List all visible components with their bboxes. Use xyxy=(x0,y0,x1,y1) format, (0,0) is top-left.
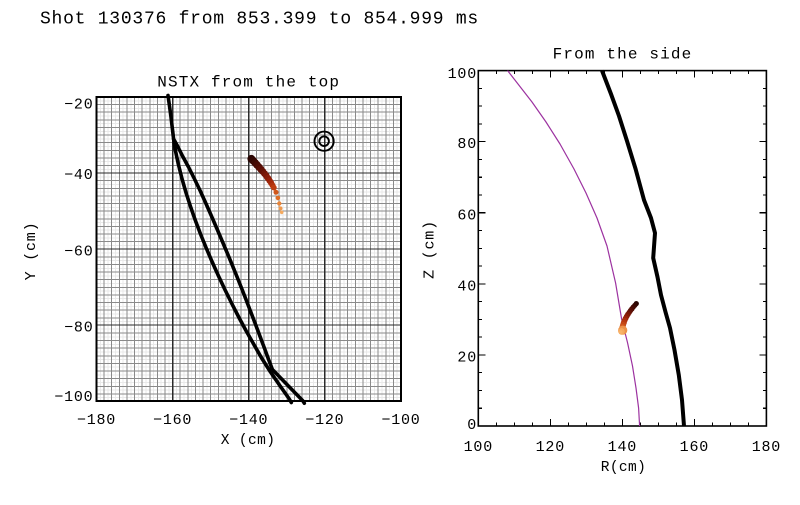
svg-text:X (cm): X (cm) xyxy=(221,433,276,449)
svg-text:160: 160 xyxy=(680,439,709,456)
svg-text:120: 120 xyxy=(536,439,565,456)
svg-text:140: 140 xyxy=(608,439,637,456)
svg-text:−80: −80 xyxy=(64,319,93,336)
svg-text:−60: −60 xyxy=(64,243,93,260)
svg-text:0: 0 xyxy=(467,417,477,434)
svg-text:20: 20 xyxy=(457,349,477,366)
svg-text:−40: −40 xyxy=(64,167,93,184)
svg-text:−160: −160 xyxy=(153,412,192,429)
svg-text:−180: −180 xyxy=(77,412,116,429)
svg-text:80: 80 xyxy=(457,136,477,153)
svg-text:−100: −100 xyxy=(54,389,93,406)
svg-text:−20: −20 xyxy=(64,96,93,113)
svg-text:R(cm): R(cm) xyxy=(601,460,647,476)
svg-text:−120: −120 xyxy=(305,412,344,429)
svg-text:60: 60 xyxy=(457,207,477,224)
svg-text:From the side: From the side xyxy=(553,46,693,64)
svg-text:Z (cm): Z (cm) xyxy=(422,220,439,279)
svg-text:NSTX from the top: NSTX from the top xyxy=(157,74,340,92)
svg-text:100: 100 xyxy=(464,439,493,456)
svg-text:−100: −100 xyxy=(381,412,420,429)
svg-text:Y (cm): Y (cm) xyxy=(23,222,40,281)
svg-text:−140: −140 xyxy=(229,412,268,429)
svg-text:40: 40 xyxy=(457,278,477,295)
svg-text:100: 100 xyxy=(448,66,477,83)
svg-text:180: 180 xyxy=(752,439,781,456)
svg-text:Shot 130376 from 853.399 to 85: Shot 130376 from 853.399 to 854.999 ms xyxy=(40,10,479,30)
